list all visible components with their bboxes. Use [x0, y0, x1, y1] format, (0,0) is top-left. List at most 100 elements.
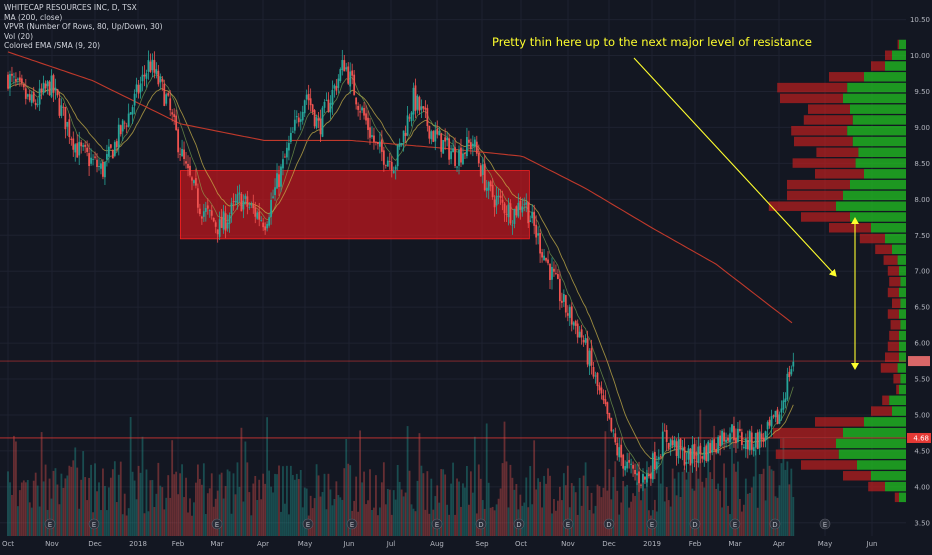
volume-bar — [284, 503, 286, 536]
candle-body — [171, 112, 174, 115]
price-axis[interactable]: 10.50 10.00 9.50 9.00 8.50 8.00 7.50 7.00 6.50 6.… — [906, 0, 932, 550]
volume-bar — [527, 507, 530, 536]
candle-body — [212, 217, 215, 222]
volume-profile-down-row — [808, 104, 850, 114]
volume-bar — [9, 482, 11, 536]
candle-body — [189, 165, 191, 176]
volume-bar — [36, 485, 39, 536]
ema-9-line — [7, 73, 794, 476]
volume-bar — [106, 510, 108, 536]
candle-body — [558, 278, 561, 302]
volume-bar — [287, 514, 290, 536]
time-tick-label: Oct — [515, 540, 527, 548]
event-marker-label: D — [478, 521, 483, 529]
candle-body — [560, 300, 563, 303]
volume-bar — [768, 465, 771, 536]
candle-body — [204, 208, 207, 212]
candle-body — [214, 222, 217, 227]
candle-body — [94, 156, 96, 158]
volume-bar — [173, 474, 176, 536]
candle-body — [307, 93, 310, 101]
event-markers: E E E E E E E E E ED D D D D — [44, 518, 831, 530]
candle-body — [78, 141, 81, 156]
time-axis[interactable]: Oct Nov Dec 2018 Feb Mar Apr May Jun Jul Aug Sep Oct… — [0, 536, 932, 550]
candle-body — [689, 448, 692, 466]
candle-body — [377, 142, 379, 144]
legend-vpvr[interactable]: VPVR (Number Of Rows, 80, Up/Down, 30) — [4, 22, 163, 32]
volume-bar — [386, 488, 389, 536]
volume-bar — [371, 509, 373, 536]
legend-ma[interactable]: MA (200, close) — [4, 12, 63, 22]
volume-bar — [177, 494, 180, 536]
time-tick-label: Sep — [475, 540, 489, 548]
volume-bar — [422, 473, 425, 536]
candle-body — [549, 263, 551, 280]
candle-body — [242, 200, 245, 210]
candle-body — [123, 122, 126, 124]
volume-profile-down-row — [829, 72, 864, 82]
candle-body — [119, 125, 122, 135]
volume-bar — [606, 490, 609, 536]
legend-volume[interactable]: Vol (20) — [4, 31, 34, 41]
volume-profile-up-row — [838, 449, 906, 459]
price-tick-label: 7.00 — [914, 268, 930, 276]
volume-profile-down-row — [894, 492, 899, 503]
volume-bar — [448, 514, 451, 536]
candle-body — [454, 147, 456, 166]
candle-body — [462, 153, 464, 165]
volume-bar — [414, 511, 417, 536]
price-tick-label: 10.00 — [910, 52, 930, 60]
candle-body — [198, 208, 201, 215]
candle-body — [102, 162, 104, 177]
candle-body — [147, 60, 150, 72]
volume-profile-up-row — [899, 330, 906, 341]
volume-bar — [185, 477, 187, 536]
volume-bar — [121, 514, 124, 536]
volume-bar — [717, 483, 720, 536]
volume-bar — [129, 417, 132, 536]
candle-body — [590, 348, 593, 366]
candle-body — [438, 130, 441, 136]
volume-bar — [509, 464, 512, 536]
volume-bar — [236, 462, 239, 536]
candle-body — [18, 77, 21, 81]
last-price-tag-label: 4.68 — [913, 434, 929, 442]
volume-bar — [657, 462, 660, 536]
volume-bar — [321, 492, 324, 536]
candle-body — [630, 463, 633, 465]
candle-body — [657, 456, 660, 460]
candle-body — [707, 441, 710, 462]
volume-bar — [436, 485, 439, 536]
volume-bar — [416, 480, 419, 536]
volume-bar — [709, 472, 712, 536]
volume-bar — [412, 508, 415, 536]
legend-symbol[interactable]: WHITECAP RESOURCES INC, D, TSX — [4, 3, 137, 12]
candle-body — [501, 199, 504, 203]
volume-bar — [394, 499, 397, 536]
candle-body — [301, 112, 304, 121]
volume-bar — [367, 500, 369, 536]
volume-bar — [50, 498, 53, 536]
candle-body — [648, 474, 650, 477]
candle-body — [268, 217, 271, 226]
volume-bar — [756, 507, 759, 536]
candle-body — [369, 127, 371, 138]
candle-body — [137, 84, 140, 94]
volume-bar — [460, 506, 462, 536]
candle-body — [325, 100, 328, 102]
volume-bar — [467, 504, 470, 536]
candle-body — [68, 119, 71, 138]
legend-ema[interactable]: Colored EMA /SMA (9, 20) — [4, 41, 101, 51]
event-marker-circle — [44, 518, 56, 530]
candle-body — [157, 70, 160, 85]
volume-bar — [570, 483, 573, 536]
candle-body — [521, 206, 524, 213]
candle-body — [687, 448, 690, 460]
candle-body — [752, 447, 755, 452]
candle-body — [404, 132, 407, 137]
volume-bar — [454, 514, 456, 536]
volume-profile-down-row — [777, 82, 848, 93]
volume-profile-up-row — [847, 125, 906, 136]
